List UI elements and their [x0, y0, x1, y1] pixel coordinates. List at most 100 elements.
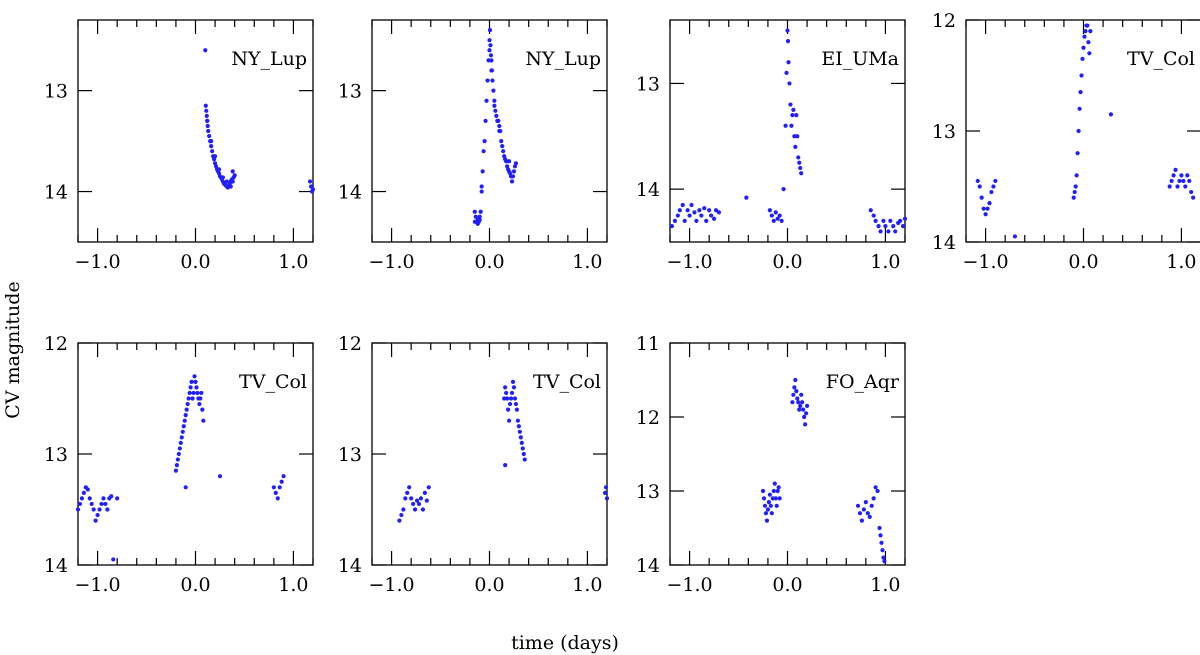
y-tick-label: 12 [932, 10, 956, 32]
panel-title: FO_Aqr [826, 371, 900, 393]
data-point [979, 195, 984, 200]
data-point [793, 144, 798, 149]
data-point [876, 224, 881, 229]
x-tick-label: −1.0 [75, 251, 121, 273]
data-point [511, 385, 517, 390]
data-point [975, 178, 980, 184]
data-point [1088, 29, 1093, 34]
data-point [492, 103, 497, 108]
data-point [194, 385, 199, 390]
data-point [521, 451, 526, 457]
data-point [1187, 178, 1192, 184]
data-point [985, 206, 990, 211]
data-point [977, 184, 982, 189]
y-tick-label: 13 [932, 121, 956, 143]
data-point [882, 559, 887, 564]
data-point [685, 208, 690, 213]
data-point [859, 518, 865, 523]
data-point [878, 229, 883, 234]
data-point [880, 548, 885, 553]
data-point [489, 58, 494, 63]
data-point [699, 213, 704, 218]
data-point [867, 514, 872, 520]
data-point [482, 138, 487, 144]
data-point [497, 123, 502, 129]
data-point [1179, 173, 1184, 178]
data-point [505, 396, 510, 401]
data-point [516, 424, 521, 429]
data-point [863, 500, 868, 505]
data-point [1185, 173, 1190, 178]
x-tick-label: 0.0 [474, 574, 504, 596]
data-point [479, 184, 484, 189]
data-point [669, 224, 675, 229]
data-point [793, 377, 798, 383]
data-point [602, 490, 608, 495]
y-axis-label: CV magnitude [2, 281, 24, 418]
data-point [1079, 73, 1084, 78]
y-tick-label: 14 [932, 232, 956, 254]
data-point [509, 390, 515, 396]
data-point [496, 118, 501, 124]
data-point [795, 134, 800, 139]
data-point [861, 507, 866, 512]
data-point [871, 496, 876, 501]
data-point [1077, 106, 1082, 111]
x-tick-label: −1.0 [667, 574, 713, 596]
data-point [224, 179, 229, 184]
data-point [794, 389, 799, 394]
data-point [687, 213, 692, 218]
data-point [484, 98, 489, 103]
data-point [174, 463, 179, 468]
data-point [716, 210, 722, 215]
data-point [1108, 112, 1114, 117]
data-point [983, 212, 988, 217]
data-point [1074, 173, 1079, 178]
panel-5: −1.0 0.0 1.0 12 13 14 TV_Col [44, 333, 314, 596]
data-point [677, 208, 682, 213]
data-point [784, 70, 789, 75]
data-point [481, 149, 486, 154]
panel-title: TV_Col [533, 371, 601, 393]
x-tick-label: 0.0 [772, 574, 802, 596]
data-point [183, 485, 188, 490]
data-point [799, 171, 804, 176]
data-point [472, 219, 477, 224]
data-point [200, 407, 205, 412]
data-point [799, 392, 804, 397]
data-point [510, 379, 516, 384]
data-point [508, 396, 514, 401]
data-point [207, 133, 212, 139]
data-point [878, 533, 883, 538]
data-point [512, 396, 518, 401]
data-point [1171, 173, 1176, 178]
data-point [682, 218, 687, 223]
data-point [786, 60, 791, 65]
data-point [506, 407, 511, 412]
data-point [765, 507, 771, 512]
data-point [993, 178, 998, 184]
data-point [504, 159, 509, 164]
y-tick-label: 14 [636, 179, 660, 201]
y-tick-label: 13 [636, 73, 660, 95]
panel-title: NY_Lup [525, 48, 601, 70]
data-point [888, 218, 893, 223]
x-tick-label: 1.0 [278, 574, 308, 596]
data-point [1072, 189, 1077, 195]
panel-title: TV_Col [1127, 48, 1195, 70]
data-point [603, 485, 609, 490]
data-point [173, 468, 179, 473]
data-point [891, 224, 896, 229]
data-point [507, 401, 513, 407]
x-tick-label: 1.0 [870, 251, 900, 273]
data-point [101, 496, 106, 501]
data-point [1083, 29, 1088, 34]
data-point [770, 496, 775, 501]
data-point [797, 407, 802, 412]
data-point [873, 218, 878, 223]
data-point [403, 496, 408, 501]
data-point [1191, 195, 1196, 200]
data-point [181, 424, 186, 429]
data-point [680, 202, 685, 208]
